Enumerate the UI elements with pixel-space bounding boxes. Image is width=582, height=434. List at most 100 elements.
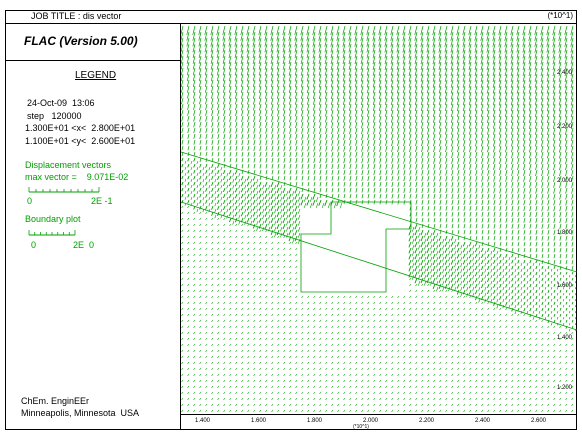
vector-arrow bbox=[361, 151, 364, 158]
vector-arrow bbox=[493, 379, 496, 383]
vector-arrow bbox=[187, 229, 190, 233]
vector-arrow bbox=[444, 109, 448, 118]
vector-arrow bbox=[462, 103, 466, 112]
vector-arrow bbox=[571, 193, 574, 200]
vector-arrow bbox=[415, 139, 418, 147]
vector-arrow bbox=[232, 202, 235, 207]
vector-arrow bbox=[469, 373, 472, 377]
vector-arrow bbox=[282, 187, 286, 194]
vector-arrow bbox=[510, 97, 514, 106]
vector-arrow bbox=[247, 133, 250, 140]
vector-arrow bbox=[259, 373, 262, 377]
vector-arrow bbox=[480, 49, 484, 59]
vector-arrow bbox=[433, 133, 436, 141]
vector-arrow bbox=[271, 397, 274, 401]
vector-arrow bbox=[433, 337, 436, 341]
vector-arrow bbox=[486, 103, 490, 112]
vector-arrow bbox=[415, 169, 418, 176]
vector-arrow bbox=[550, 316, 553, 320]
vector-arrow bbox=[562, 322, 565, 326]
vector-arrow bbox=[535, 199, 538, 206]
vector-arrow bbox=[277, 253, 280, 257]
vector-arrow bbox=[331, 349, 334, 353]
vector-arrow bbox=[199, 121, 202, 128]
max-vector: max vector = 9.071E-02 bbox=[25, 172, 129, 182]
vector-arrow bbox=[307, 109, 310, 117]
vector-arrow bbox=[181, 157, 184, 162]
vector-arrow bbox=[475, 217, 478, 223]
vector-arrow bbox=[283, 157, 286, 163]
vector-arrow bbox=[510, 55, 514, 65]
vector-arrow bbox=[196, 166, 199, 171]
vector-arrow bbox=[301, 115, 304, 123]
vector-arrow bbox=[565, 367, 568, 371]
vector-arrow bbox=[396, 25, 400, 36]
vector-arrow bbox=[379, 193, 382, 199]
vector-arrow bbox=[192, 37, 196, 47]
vector-arrow bbox=[498, 37, 502, 47]
vector-arrow bbox=[411, 256, 415, 262]
vector-arrow bbox=[270, 79, 274, 88]
vector-arrow bbox=[181, 409, 184, 413]
vector-arrow bbox=[415, 397, 418, 401]
vector-arrow bbox=[463, 187, 466, 194]
vector-arrow bbox=[385, 373, 388, 377]
vector-arrow bbox=[313, 295, 316, 299]
vector-arrow bbox=[427, 289, 430, 293]
vector-arrow bbox=[355, 361, 358, 365]
vector-arrow bbox=[403, 163, 406, 170]
vector-arrow bbox=[565, 397, 568, 401]
vector-arrow bbox=[408, 25, 412, 36]
vector-arrow bbox=[181, 331, 184, 335]
vector-arrow bbox=[532, 310, 535, 314]
vector-arrow bbox=[414, 241, 418, 248]
vector-arrow bbox=[535, 277, 538, 282]
vector-arrow bbox=[402, 73, 406, 82]
vector-arrow bbox=[295, 319, 298, 323]
vector-arrow bbox=[289, 289, 292, 293]
vector-arrow bbox=[574, 316, 577, 320]
vector-arrow bbox=[289, 253, 292, 257]
vector-arrow bbox=[223, 397, 226, 401]
vector-arrow bbox=[529, 343, 532, 347]
vector-arrow bbox=[216, 43, 220, 53]
vector-arrow bbox=[498, 121, 502, 129]
vector-arrow bbox=[270, 55, 274, 65]
vector-arrow bbox=[379, 145, 382, 152]
vector-arrow bbox=[288, 43, 292, 53]
vector-arrow bbox=[556, 274, 559, 278]
vector-arrow bbox=[462, 37, 466, 47]
vector-arrow bbox=[559, 349, 562, 353]
vector-arrow bbox=[427, 169, 430, 176]
vector-arrow bbox=[496, 250, 499, 255]
vector-arrow bbox=[564, 67, 568, 77]
vector-arrow bbox=[466, 250, 469, 255]
vector-arrow bbox=[571, 181, 574, 188]
vector-arrow bbox=[355, 169, 358, 176]
vector-arrow bbox=[283, 145, 286, 152]
vector-arrow bbox=[529, 379, 532, 383]
vector-arrow bbox=[535, 259, 538, 264]
vector-arrow bbox=[295, 169, 298, 175]
vector-arrow bbox=[558, 133, 562, 141]
vector-arrow bbox=[373, 403, 376, 407]
vector-arrow bbox=[552, 115, 556, 124]
vector-arrow bbox=[270, 187, 274, 193]
vector-arrow bbox=[199, 373, 202, 377]
vector-arrow bbox=[187, 379, 190, 383]
vector-arrow bbox=[457, 403, 460, 407]
vector-arrow bbox=[307, 325, 310, 329]
vector-arrow bbox=[223, 169, 226, 175]
vector-arrow bbox=[427, 319, 430, 323]
vector-arrow bbox=[457, 223, 460, 229]
vector-arrow bbox=[550, 322, 553, 326]
vector-arrow bbox=[511, 355, 514, 359]
vector-arrow bbox=[259, 271, 262, 275]
vector-arrow bbox=[229, 103, 232, 111]
vector-arrow bbox=[432, 43, 436, 53]
vector-arrow bbox=[403, 193, 406, 199]
vector-arrow bbox=[240, 55, 244, 64]
vector-arrow bbox=[187, 325, 190, 329]
vector-arrow bbox=[570, 91, 574, 100]
vector-arrow bbox=[421, 139, 424, 147]
